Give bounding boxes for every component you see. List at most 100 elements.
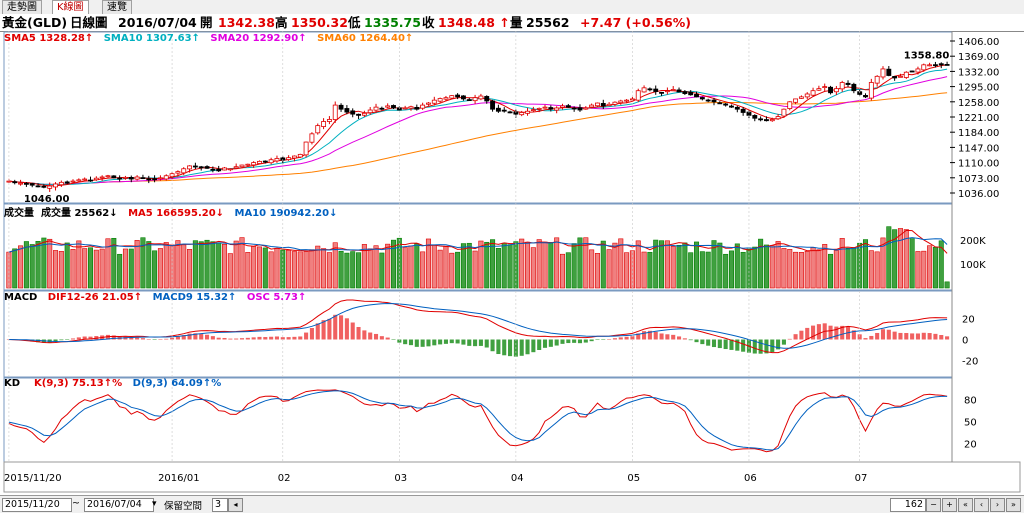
volume-ma10: MA10 190942.20↓ <box>234 208 338 219</box>
volume-bar <box>105 238 111 289</box>
candle-body <box>740 108 746 113</box>
macd-osc-bar <box>840 325 845 340</box>
technical-chart[interactable]: 1358.80 1046.00 1406.00 1369.00 1332.00 1295… <box>0 31 1024 493</box>
tab-kline[interactable]: K線圖 <box>52 0 89 14</box>
end-date-dropdown-icon[interactable]: ▾ <box>152 499 157 509</box>
bar-count-input[interactable]: 162 <box>890 498 926 512</box>
macd-osc-bar <box>851 330 856 340</box>
tab-overview[interactable]: 速覽 <box>102 0 132 14</box>
sma60-line <box>8 92 948 185</box>
volume-bar <box>828 253 834 289</box>
macd-osc-bar <box>385 337 390 340</box>
keep-space-input[interactable]: 3 <box>212 498 228 512</box>
volume-bar <box>146 241 152 289</box>
volume-bar <box>256 246 262 289</box>
time-axis-label: 2015/11/20 <box>4 473 62 484</box>
volume-bar <box>594 253 600 289</box>
zoom-in-icon[interactable]: + <box>942 498 957 512</box>
zoom-out-icon[interactable]: − <box>926 498 941 512</box>
candle-body <box>717 102 723 105</box>
macd-osc-bar <box>274 336 280 340</box>
candle-body <box>635 90 641 101</box>
volume-bar <box>886 226 892 289</box>
macd-osc-bar <box>193 333 198 340</box>
tab-trend[interactable]: 走勢圖 <box>2 0 42 14</box>
volume-bar <box>868 250 874 289</box>
end-date-select[interactable]: 2016/07/04 <box>84 498 154 512</box>
macd-osc-bar <box>612 338 617 340</box>
volume-bar <box>338 251 344 289</box>
volume-bar <box>76 240 82 289</box>
macd-osc-bar <box>158 339 163 340</box>
macd-osc-bar <box>577 339 583 344</box>
next-page-icon[interactable]: › <box>990 498 1005 512</box>
macd-osc-bar <box>88 336 93 340</box>
macd-osc-bar <box>933 333 938 340</box>
kd-title: KD <box>4 378 21 389</box>
prev-page-icon[interactable]: ‹ <box>974 498 989 512</box>
scroll-left-icon[interactable]: ◂ <box>228 498 243 512</box>
macd-osc-bar <box>554 339 559 346</box>
sma20-legend: SMA20 1292.90↑ <box>210 33 307 44</box>
macd-osc-bar <box>204 334 210 340</box>
candle-body <box>431 99 437 104</box>
macd-osc-bar <box>420 339 425 347</box>
volume-bar <box>653 239 659 289</box>
macd-osc-bar <box>373 333 379 340</box>
volume-bar <box>227 253 233 289</box>
quote-date: 2016/07/04 <box>118 15 197 30</box>
volume-bar <box>810 247 816 289</box>
volume-bar <box>239 237 245 289</box>
candle-body <box>938 63 944 66</box>
kd-axis-label: 80 <box>964 396 977 407</box>
volume-bar <box>816 249 822 289</box>
candle-body <box>705 99 711 102</box>
candle-body <box>548 107 554 110</box>
volume-bar <box>82 248 88 289</box>
candle-body <box>851 83 857 92</box>
chart-area[interactable]: 1358.80 1046.00 1406.00 1369.00 1332.00 1295… <box>0 31 1024 493</box>
macd-osc-bar <box>711 339 717 348</box>
macd-osc-bar <box>630 336 635 340</box>
macd-osc-bar <box>70 338 76 340</box>
candle-body <box>426 102 431 105</box>
candle-body <box>670 89 676 91</box>
price-axis-label: 1184.00 <box>958 128 999 139</box>
symbol-name: 黃金(GLD) <box>2 15 68 30</box>
high-label: 高 <box>275 15 288 30</box>
macd-osc-bar <box>228 338 233 340</box>
macd-osc-bar <box>502 339 507 356</box>
candle-body <box>350 110 356 115</box>
kd-axis-label: 50 <box>964 418 977 429</box>
first-page-icon[interactable]: « <box>958 498 973 512</box>
volume-bar <box>291 251 297 289</box>
volume-bar <box>781 248 787 289</box>
candle-body <box>560 105 565 108</box>
volume-bar <box>903 229 909 289</box>
volume-bar <box>233 240 239 289</box>
volume-bar <box>70 249 76 289</box>
candle-body <box>408 106 414 109</box>
candle-body <box>29 183 35 186</box>
macd-axis-label: 20 <box>962 315 975 326</box>
macd-osc-bar <box>589 339 594 342</box>
low-label: 低 <box>348 15 361 30</box>
kd-k: K(9,3) 75.13↑% <box>34 378 123 389</box>
volume-bar <box>449 252 455 289</box>
volume-bar <box>332 242 338 289</box>
volume-bar <box>367 248 373 289</box>
macd-osc-bar <box>624 336 629 340</box>
macd-osc-bar <box>368 332 373 340</box>
open-value: 1342.38 <box>218 15 275 30</box>
candle-body <box>437 98 443 102</box>
last-page-icon[interactable]: » <box>1006 498 1021 512</box>
start-date-select[interactable]: 2015/11/20 <box>2 498 72 512</box>
volume-bar <box>385 243 391 289</box>
macd-osc-bar <box>770 339 775 352</box>
candle-body <box>210 168 216 171</box>
volume-bar <box>58 251 64 289</box>
candle-body <box>227 168 233 171</box>
price-legend: SMA5 1328.28↑ SMA10 1307.63↑ SMA20 1292.… <box>4 33 413 44</box>
candle-body <box>134 176 140 180</box>
macd-osc-bar <box>333 314 338 340</box>
